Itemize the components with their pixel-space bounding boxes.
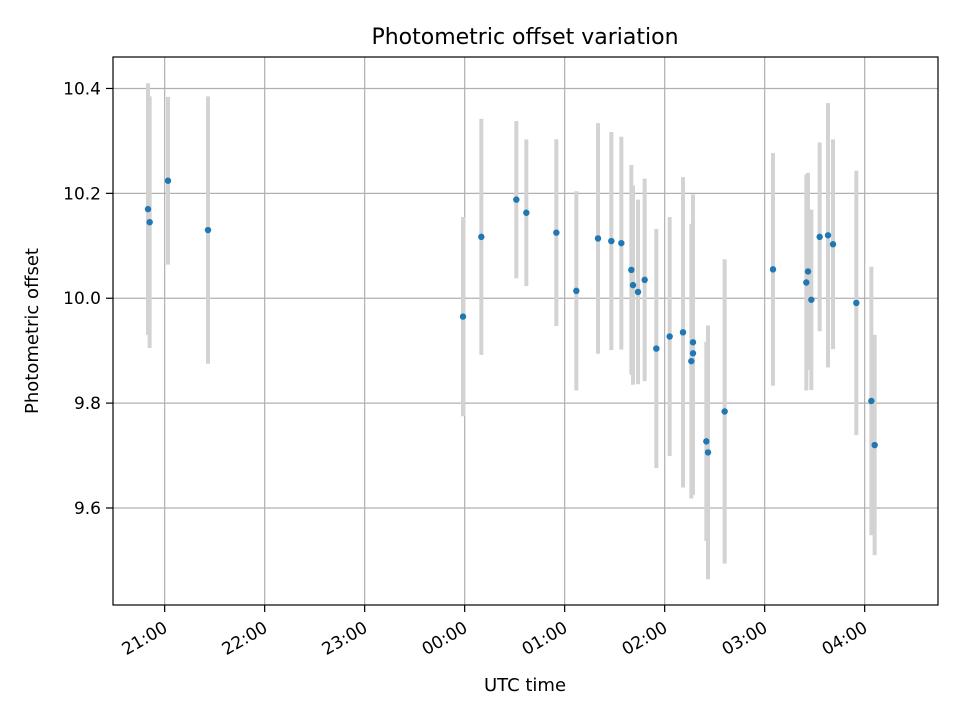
- data-point: [871, 441, 878, 449]
- data-point: [824, 232, 832, 239]
- data-point: [204, 226, 212, 234]
- y-tick-label: 10.4: [63, 79, 101, 99]
- data-point: [553, 229, 560, 236]
- plot-frame: [112, 56, 939, 606]
- data-point: [769, 266, 777, 273]
- data-point: [144, 205, 152, 213]
- data-point: [641, 276, 648, 284]
- y-axis-ticks: 9.6 9.8 10.0 10.2 10.4: [63, 79, 113, 519]
- data-point: [594, 235, 602, 242]
- data-point: [628, 266, 635, 274]
- x-tick-label: 02:00: [619, 618, 671, 660]
- data-point: [666, 333, 673, 340]
- data-point: [608, 237, 615, 245]
- data-point: [653, 345, 660, 352]
- x-tick-label: 00:00: [419, 618, 471, 660]
- x-tick-label: 01:00: [519, 618, 571, 660]
- data-point: [868, 397, 875, 405]
- data-point: [853, 299, 860, 307]
- data-point: [679, 329, 687, 336]
- data-point: [573, 287, 580, 295]
- grid: [113, 57, 938, 605]
- errorbars: [146, 83, 877, 580]
- chart-title: Photometric offset variation: [371, 25, 678, 50]
- data-point: [689, 350, 697, 357]
- data-point: [629, 281, 637, 289]
- data-point: [459, 313, 467, 320]
- data-point: [478, 233, 485, 241]
- data-point: [513, 196, 520, 203]
- y-axis-label: Photometric offset: [22, 248, 43, 414]
- x-axis-ticks: 21:00 22:00 23:00 00:00 01:00 02:00 03:00 04:00: [119, 605, 871, 660]
- data-point: [808, 296, 815, 303]
- y-tick-label: 10.2: [63, 184, 101, 204]
- data-point: [703, 438, 710, 445]
- data-point: [618, 239, 625, 247]
- x-tick-label: 22:00: [219, 618, 271, 660]
- y-tick-label: 9.8: [74, 394, 101, 414]
- y-tick-label: 9.6: [74, 499, 101, 519]
- y-tick-label: 10.0: [63, 289, 101, 309]
- data-point: [689, 339, 697, 346]
- x-tick-label: 21:00: [119, 618, 171, 660]
- data-point: [721, 408, 728, 415]
- data-point: [829, 241, 837, 248]
- data-point: [804, 268, 812, 275]
- x-tick-label: 04:00: [819, 618, 871, 660]
- data-points: [144, 177, 878, 456]
- data-point: [816, 233, 823, 241]
- data-point: [704, 449, 712, 456]
- data-point: [146, 218, 153, 226]
- data-point: [634, 288, 642, 296]
- data-point: [164, 177, 172, 184]
- data-point: [803, 279, 810, 286]
- x-tick-label: 23:00: [319, 618, 371, 660]
- x-axis-label: UTC time: [484, 675, 566, 696]
- data-point: [523, 209, 530, 216]
- data-point: [688, 357, 695, 365]
- x-tick-label: 03:00: [719, 618, 771, 660]
